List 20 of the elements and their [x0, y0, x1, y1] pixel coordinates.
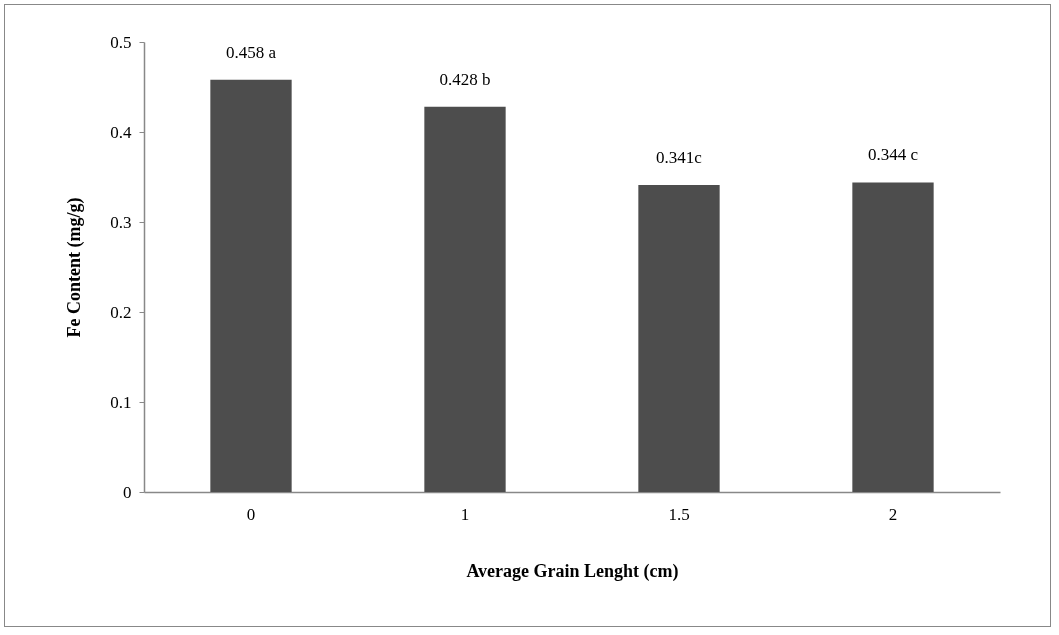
y-tick-label: 0: [123, 482, 132, 502]
bar: [424, 106, 506, 492]
x-tick-label: 1.5: [668, 504, 690, 524]
data-label: 0.344 c: [867, 145, 919, 165]
bar: [638, 185, 720, 492]
y-axis-title: Fe Content (mg/g): [64, 197, 86, 338]
y-tick-label: 0.4: [110, 122, 132, 142]
y-tick-label: 0.5: [110, 32, 132, 52]
data-label: 0.428 b: [439, 69, 491, 89]
x-tick-label: 1: [460, 504, 470, 524]
bar: [210, 79, 292, 492]
x-tick-label: 2: [888, 504, 898, 524]
data-label: 0.458 a: [225, 42, 277, 62]
data-label: 0.341c: [656, 148, 703, 168]
x-axis-title: Average Grain Lenght (cm): [466, 560, 679, 582]
bar: [852, 182, 934, 492]
y-tick-label: 0.3: [110, 212, 132, 232]
y-tick-label: 0.2: [110, 302, 132, 322]
y-tick-label: 0.1: [110, 392, 132, 412]
x-tick-label: 0: [246, 504, 256, 524]
